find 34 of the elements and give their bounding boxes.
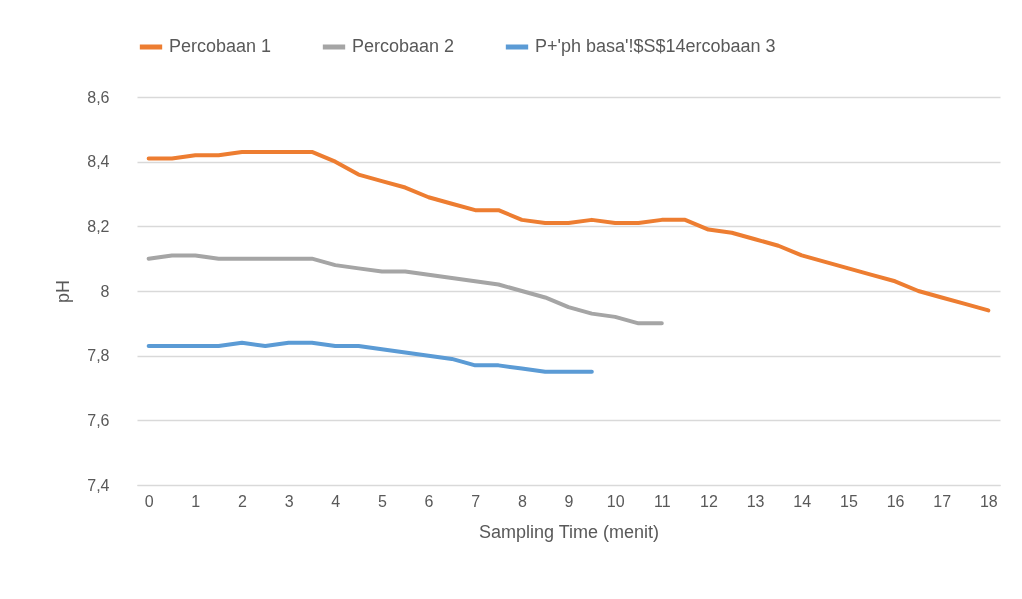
legend-label: Percobaan 1 bbox=[169, 36, 272, 56]
legend-label: Percobaan 2 bbox=[352, 36, 455, 56]
line-series bbox=[146, 253, 664, 326]
x-tick-label: 13 bbox=[746, 492, 765, 510]
x-tick-label: 4 bbox=[331, 492, 341, 510]
x-tick-label: 8 bbox=[517, 492, 527, 510]
x-tick-label: 12 bbox=[700, 492, 718, 510]
y-axis-title: pH bbox=[53, 279, 74, 304]
x-tick-label: 0 bbox=[144, 492, 154, 510]
line-series bbox=[146, 149, 991, 313]
line-series bbox=[146, 340, 594, 374]
x-axis-title: Sampling Time (menit) bbox=[478, 521, 660, 542]
x-tick-label: 2 bbox=[238, 492, 248, 510]
legend-label: P+'ph basa'!$S$14ercobaan 3 bbox=[535, 36, 776, 56]
x-tick-label: 11 bbox=[653, 492, 671, 510]
x-tick-label: 10 bbox=[606, 492, 625, 510]
x-tick-label: 18 bbox=[979, 492, 998, 510]
x-tick-label: 16 bbox=[886, 492, 905, 510]
x-tick-label: 17 bbox=[933, 492, 952, 510]
x-tick-label: 7 bbox=[471, 492, 481, 510]
y-tick-label: 7,8 bbox=[87, 347, 110, 365]
y-tick-label: 7,4 bbox=[87, 476, 110, 494]
x-tick-label: 15 bbox=[839, 492, 858, 510]
y-tick-label: 8,4 bbox=[87, 153, 110, 171]
x-tick-label: 5 bbox=[377, 492, 387, 510]
y-tick-label: 7,6 bbox=[87, 411, 110, 429]
y-tick-label: 8,2 bbox=[87, 217, 110, 235]
x-tick-label: 1 bbox=[191, 492, 201, 510]
y-tick-label: 8 bbox=[100, 282, 110, 300]
x-tick-label: 14 bbox=[793, 492, 812, 510]
y-tick-label: 8,6 bbox=[87, 88, 110, 106]
x-tick-label: 3 bbox=[284, 492, 294, 510]
x-tick-label: 9 bbox=[564, 492, 574, 510]
x-tick-label: 6 bbox=[424, 492, 434, 510]
